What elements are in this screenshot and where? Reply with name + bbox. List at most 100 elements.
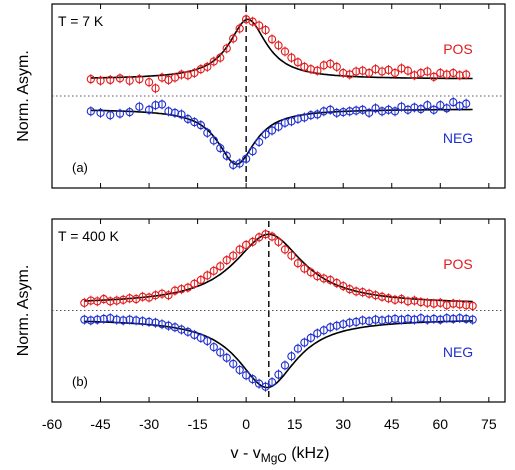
marker-circle (468, 315, 477, 324)
marker-circle (135, 102, 144, 111)
marker-circle (403, 66, 413, 75)
pos-data-point (403, 296, 413, 307)
pos-data-point (151, 83, 160, 94)
marker-circle (390, 314, 400, 324)
neg-data-point (99, 313, 108, 324)
marker-circle (384, 315, 393, 324)
marker-circle (241, 371, 251, 380)
neg-data-point (280, 360, 290, 371)
pos-data-point (144, 77, 154, 88)
marker-circle (254, 379, 264, 388)
marker-circle (106, 297, 115, 306)
marker-circle (138, 292, 147, 301)
pos-data-point (384, 64, 393, 75)
marker-circle (115, 109, 125, 118)
pos-data-point (86, 295, 95, 306)
neg-data-point (358, 315, 367, 326)
marker-circle (183, 327, 193, 336)
marker-circle (397, 315, 406, 324)
marker-circle (157, 100, 167, 109)
neg-data-point (345, 106, 354, 117)
y-axis-label: Norm. Asym. (15, 265, 32, 357)
pos-data-point (170, 72, 180, 83)
marker-circle (352, 67, 361, 76)
pos-data-point (209, 56, 218, 67)
marker-circle (248, 374, 257, 384)
pos-data-point (455, 299, 464, 310)
pos-series-label: POS (443, 41, 473, 57)
marker-circle (144, 317, 154, 327)
pos-data-point (164, 290, 173, 301)
pos-data-point (423, 66, 432, 77)
marker-circle (436, 101, 445, 110)
pos-data-point (115, 73, 125, 84)
marker-circle (106, 111, 115, 120)
marker-circle (138, 317, 147, 326)
neg-data-point (138, 316, 147, 327)
neg-data-point (462, 313, 471, 324)
marker-circle (339, 107, 348, 117)
marker-circle (280, 47, 290, 56)
marker-circle (423, 101, 432, 110)
neg-data-point (254, 137, 264, 147)
marker-circle (203, 336, 212, 346)
marker-circle (248, 147, 257, 156)
marker-circle (319, 326, 328, 335)
neg-data-point (248, 146, 257, 157)
neg-data-point (274, 121, 283, 132)
marker-circle (403, 314, 413, 324)
marker-circle (170, 73, 180, 82)
marker-circle (235, 365, 244, 375)
neg-data-point (397, 101, 406, 112)
marker-circle (190, 279, 199, 288)
y-axis-label: Norm. Asym. (15, 50, 32, 142)
pos-data-point (222, 43, 231, 54)
panel-a: POS NEG T = 7 K (a) Norm. Asym. (15, 3, 506, 189)
pos-data-point (332, 61, 341, 72)
pos-data-point (254, 232, 264, 243)
pos-data-point (183, 282, 193, 293)
neg-data-point (222, 352, 231, 363)
marker-circle (222, 151, 231, 160)
neg-data-point (125, 314, 134, 325)
marker-circle (267, 232, 277, 241)
neg-data-point (151, 100, 160, 111)
marker-circle (241, 240, 251, 250)
marker-circle (112, 296, 121, 305)
pos-data-point (135, 74, 144, 85)
marker-circle (345, 70, 354, 79)
marker-circle (462, 99, 471, 108)
marker-circle (216, 262, 225, 271)
marker-circle (326, 105, 335, 114)
marker-circle (339, 281, 348, 291)
neg-data-point (93, 314, 102, 325)
neg-data-point (332, 107, 341, 118)
neg-data-point (313, 328, 322, 339)
marker-circle (151, 101, 160, 110)
neg-data-point (203, 336, 212, 346)
marker-circle (306, 333, 316, 343)
marker-circle (203, 62, 212, 72)
marker-circle (93, 315, 102, 324)
marker-circle (377, 316, 387, 325)
x-tick-label: 45 (384, 416, 400, 432)
marker-circle (248, 17, 257, 26)
neg-data-point (209, 342, 218, 353)
marker-circle (190, 117, 199, 127)
marker-circle (293, 259, 303, 268)
marker-circle (209, 266, 218, 275)
pos-data-point (274, 236, 283, 247)
marker-circle (306, 268, 316, 277)
marker-circle (86, 74, 95, 84)
pos-data-point (216, 52, 225, 63)
neg-data-point (241, 370, 251, 381)
pos-data-point (423, 297, 432, 308)
marker-circle (86, 316, 95, 325)
pos-data-point (384, 293, 393, 304)
neg-data-point (203, 127, 212, 138)
marker-circle (274, 122, 283, 131)
marker-circle (241, 154, 251, 164)
marker-circle (416, 297, 426, 307)
x-tick-label: 60 (432, 416, 448, 432)
neg-data-point (229, 358, 238, 369)
